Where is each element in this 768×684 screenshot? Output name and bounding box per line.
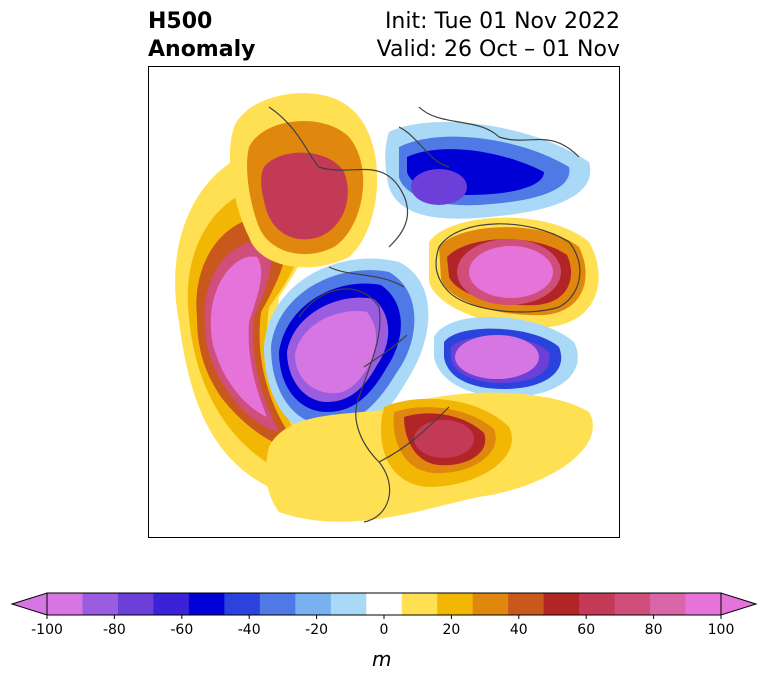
anomaly-fill-layer <box>175 93 599 522</box>
colorbar-segment <box>153 593 190 615</box>
colorbar-segments <box>10 592 758 616</box>
anomaly-greenland <box>429 217 599 328</box>
colorbar-tick-label: -40 <box>238 622 261 638</box>
colorbar-tick-label: -20 <box>305 622 328 638</box>
colorbar-segment <box>47 593 83 615</box>
colorbar-segment <box>366 593 403 615</box>
colorbar-segment <box>401 593 438 615</box>
anomaly-siberia <box>229 93 378 268</box>
anomaly-map <box>175 93 599 523</box>
map-panel <box>148 66 620 538</box>
colorbar-segment <box>614 593 651 615</box>
colorbar-segment <box>82 593 119 615</box>
colorbar-segment <box>508 593 545 615</box>
anomaly-europe <box>385 122 591 219</box>
colorbar-segment <box>437 593 474 615</box>
colorbar: -100 -80 -60 -40 -20 0 20 40 60 80 100 <box>10 592 758 638</box>
colorbar-tick-label: -60 <box>170 622 193 638</box>
title-type: Anomaly <box>148 37 256 62</box>
colorbar-extend-high <box>720 592 758 616</box>
colorbar-tick-label: 60 <box>577 622 595 638</box>
valid-range: Valid: 26 Oct – 01 Nov <box>376 37 620 62</box>
colorbar-extend-low <box>10 592 48 616</box>
colorbar-tick-label: 80 <box>645 622 663 638</box>
colorbar-segment <box>472 593 509 615</box>
anomaly-central-atlantic <box>434 316 578 397</box>
colorbar-tick-label: 20 <box>442 622 460 638</box>
colorbar-segment <box>330 593 367 615</box>
colorbar-tick-label: 100 <box>708 622 735 638</box>
anomaly-eastern-na <box>266 392 593 522</box>
colorbar-segment <box>224 593 261 615</box>
colorbar-tick-label: -100 <box>31 622 63 638</box>
init-date: Init: Tue 01 Nov 2022 <box>384 9 620 34</box>
colorbar-segment <box>117 593 154 615</box>
colorbar-tick-label: 40 <box>510 622 528 638</box>
title-variable: H500 <box>148 9 213 34</box>
colorbar-tick-label: -80 <box>103 622 126 638</box>
colorbar-unit-label: m <box>372 647 392 671</box>
colorbar-segment <box>188 593 225 615</box>
colorbar-segment <box>543 593 580 615</box>
colorbar-tick-label: 0 <box>380 622 389 638</box>
title-left: H500 Anomaly <box>148 8 255 64</box>
colorbar-segment <box>579 593 616 615</box>
coastlines <box>268 106 581 523</box>
colorbar-segment <box>259 593 296 615</box>
anomaly-western-canada <box>264 258 429 437</box>
colorbar-segment <box>650 593 687 615</box>
colorbar-segment <box>295 593 332 615</box>
title-right: Init: Tue 01 Nov 2022 Valid: 26 Oct – 01… <box>377 8 620 64</box>
colorbar-ticks: -100 -80 -60 -40 -20 0 20 40 60 80 100 <box>31 615 734 638</box>
anomaly-north-pacific <box>175 146 380 521</box>
colorbar-segment <box>685 593 722 615</box>
